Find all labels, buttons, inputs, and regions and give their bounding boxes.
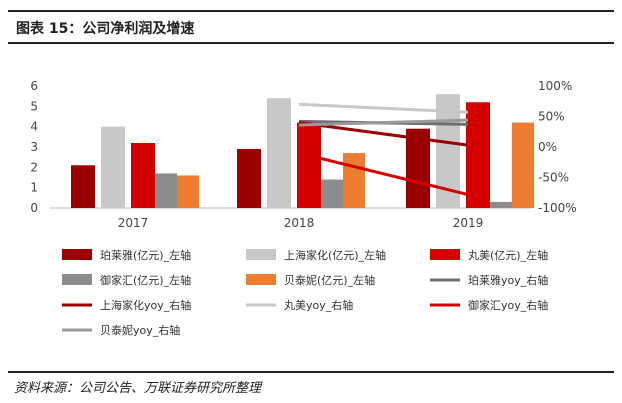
legend-label: 上海家化(亿元)_左轴 <box>284 248 386 262</box>
legend-swatch <box>62 249 92 260</box>
y-left-tick-label: 6 <box>30 79 38 93</box>
bar <box>490 201 512 208</box>
legend-label: 贝泰妮(亿元)_左轴 <box>284 273 375 287</box>
bar <box>237 149 261 208</box>
title-bar: 图表 15：公司净利润及增速 <box>8 10 614 44</box>
x-ticks: 2017 2018 2019 <box>118 216 484 230</box>
legend: 珀莱雅(亿元)_左轴 上海家化(亿元)_左轴 丸美(亿元)_左轴御家汇(亿元)_左轴… <box>62 248 548 337</box>
y-right-tick-label: 0% <box>538 140 557 154</box>
bar <box>101 126 125 208</box>
bar <box>71 165 95 208</box>
y-left-tick-label: 2 <box>30 160 38 174</box>
x-tick-label: 2019 <box>453 216 484 230</box>
legend-label: 贝泰妮yoy_右轴 <box>100 323 180 337</box>
bars <box>71 94 534 208</box>
y-left-tick-label: 1 <box>30 181 38 195</box>
bar <box>512 122 534 208</box>
legend-label: 御家汇yoy_右轴 <box>468 298 548 312</box>
legend-label: 上海家化yoy_右轴 <box>100 298 191 312</box>
source-note: 资料来源：公司公告、万联证券研究所整理 <box>14 381 262 396</box>
yoy-line <box>298 121 469 147</box>
legend-swatch <box>430 249 460 260</box>
y-right-tick-label: 100% <box>538 79 572 93</box>
yoy-line <box>298 102 469 114</box>
y-left-tick-label: 5 <box>30 99 38 113</box>
legend-swatch <box>246 274 276 285</box>
y-left-tick-label: 4 <box>30 120 38 134</box>
y-right-tick-label: -100% <box>538 201 577 215</box>
source-bar: 资料来源：公司公告、万联证券研究所整理 <box>8 371 614 399</box>
yoy-line <box>298 151 469 197</box>
legend-label: 丸美yoy_右轴 <box>284 298 353 312</box>
legend-label: 珀莱雅yoy_右轴 <box>468 273 548 287</box>
right-axis: -100% -50% 0% 50% 100% <box>538 79 577 215</box>
bar <box>177 175 199 208</box>
legend-label: 丸美(亿元)_左轴 <box>468 248 548 262</box>
bar <box>297 122 321 208</box>
y-right-tick-label: 50% <box>538 110 565 124</box>
y-left-tick-label: 0 <box>30 201 38 215</box>
left-axis: 0 1 2 3 4 5 6 <box>30 79 38 215</box>
x-tick-label: 2018 <box>284 216 315 230</box>
yoy-lines <box>298 102 469 197</box>
bar <box>155 173 177 208</box>
legend-label: 珀莱雅(亿元)_左轴 <box>100 248 191 262</box>
page-title: 图表 15：公司净利润及增速 <box>16 21 195 37</box>
legend-label: 御家汇(亿元)_左轴 <box>100 273 191 287</box>
y-right-tick-label: -50% <box>538 171 569 185</box>
bar <box>466 102 490 208</box>
bar <box>406 128 430 208</box>
y-left-tick-label: 3 <box>30 140 38 154</box>
bar <box>267 98 291 208</box>
bar <box>131 142 155 208</box>
yoy-line <box>298 118 469 127</box>
x-tick-label: 2017 <box>118 216 149 230</box>
legend-swatch <box>62 274 92 285</box>
bar <box>321 179 343 208</box>
bar <box>343 153 365 208</box>
legend-swatch <box>246 249 276 260</box>
